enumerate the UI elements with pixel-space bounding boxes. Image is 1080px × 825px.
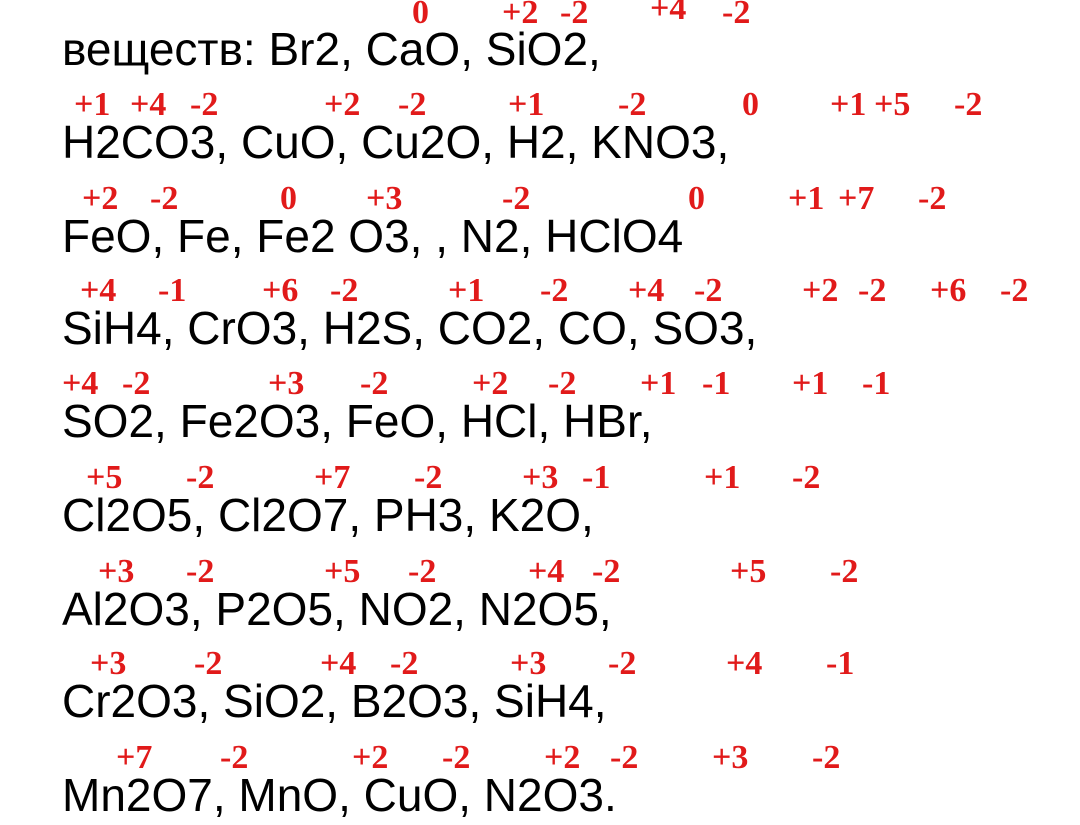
oxidation-annotation-42: -2 — [548, 365, 576, 403]
oxidation-annotation-25: +4 — [80, 272, 116, 310]
page-root: веществ: Br2, CaO, SiO2,H2CO3, CuO, Cu2O… — [0, 0, 1080, 825]
oxidation-annotation-51: +3 — [522, 459, 558, 497]
oxidation-annotation-46: -1 — [862, 365, 890, 403]
oxidation-annotation-26: -1 — [158, 272, 186, 310]
oxidation-annotation-40: -2 — [360, 365, 388, 403]
oxidation-annotation-13: +1 — [830, 86, 866, 124]
oxidation-annotation-9: -2 — [398, 86, 426, 124]
oxidation-annotation-31: +4 — [628, 272, 664, 310]
oxidation-annotation-38: -2 — [122, 365, 150, 403]
oxidation-annotation-16: +2 — [82, 180, 118, 218]
oxidation-annotation-14: +5 — [874, 86, 910, 124]
oxidation-annotation-75: +2 — [544, 739, 580, 777]
oxidation-annotation-20: -2 — [502, 180, 530, 218]
oxidation-annotation-63: +3 — [90, 645, 126, 683]
oxidation-annotation-47: +5 — [86, 459, 122, 497]
oxidation-annotation-17: -2 — [150, 180, 178, 218]
oxidation-annotation-78: -2 — [812, 739, 840, 777]
oxidation-annotation-7: -2 — [190, 86, 218, 124]
oxidation-annotation-60: -2 — [592, 553, 620, 591]
oxidation-annotation-74: -2 — [442, 739, 470, 777]
oxidation-annotation-32: -2 — [694, 272, 722, 310]
oxidation-annotation-35: +6 — [930, 272, 966, 310]
oxidation-annotation-28: -2 — [330, 272, 358, 310]
oxidation-annotation-29: +1 — [448, 272, 484, 310]
oxidation-annotation-68: -2 — [608, 645, 636, 683]
oxidation-annotation-4: -2 — [722, 0, 750, 32]
oxidation-annotation-3: +4 — [650, 0, 686, 28]
oxidation-annotation-52: -1 — [582, 459, 610, 497]
oxidation-annotation-0: 0 — [412, 0, 429, 32]
oxidation-annotation-65: +4 — [320, 645, 356, 683]
oxidation-annotation-18: 0 — [280, 180, 297, 218]
oxidation-annotation-41: +2 — [472, 365, 508, 403]
oxidation-annotation-72: -2 — [220, 739, 248, 777]
oxidation-annotation-27: +6 — [262, 272, 298, 310]
oxidation-annotation-37: +4 — [62, 365, 98, 403]
oxidation-annotation-5: +1 — [74, 86, 110, 124]
oxidation-annotation-36: -2 — [1000, 272, 1028, 310]
oxidation-annotation-6: +4 — [130, 86, 166, 124]
oxidation-annotation-23: +7 — [838, 180, 874, 218]
oxidation-annotation-69: +4 — [726, 645, 762, 683]
oxidation-annotation-22: +1 — [788, 180, 824, 218]
oxidation-annotation-44: -1 — [702, 365, 730, 403]
oxidation-annotation-19: +3 — [366, 180, 402, 218]
oxidation-annotation-54: -2 — [792, 459, 820, 497]
oxidation-annotation-43: +1 — [640, 365, 676, 403]
oxidation-annotation-8: +2 — [324, 86, 360, 124]
oxidation-annotation-59: +4 — [528, 553, 564, 591]
oxidation-annotation-56: -2 — [186, 553, 214, 591]
oxidation-annotation-57: +5 — [324, 553, 360, 591]
oxidation-annotation-64: -2 — [194, 645, 222, 683]
oxidation-annotation-58: -2 — [408, 553, 436, 591]
oxidation-annotation-70: -1 — [826, 645, 854, 683]
oxidation-annotation-77: +3 — [712, 739, 748, 777]
oxidation-annotation-30: -2 — [540, 272, 568, 310]
oxidation-annotation-67: +3 — [510, 645, 546, 683]
oxidation-annotation-15: -2 — [954, 86, 982, 124]
oxidation-annotation-48: -2 — [186, 459, 214, 497]
oxidation-annotation-2: -2 — [560, 0, 588, 32]
oxidation-annotation-34: -2 — [858, 272, 886, 310]
oxidation-annotation-33: +2 — [802, 272, 838, 310]
oxidation-annotation-24: -2 — [918, 180, 946, 218]
oxidation-annotation-53: +1 — [704, 459, 740, 497]
oxidation-annotation-39: +3 — [268, 365, 304, 403]
oxidation-annotation-73: +2 — [352, 739, 388, 777]
oxidation-annotation-45: +1 — [792, 365, 828, 403]
oxidation-annotation-66: -2 — [390, 645, 418, 683]
oxidation-annotation-76: -2 — [610, 739, 638, 777]
oxidation-annotation-50: -2 — [414, 459, 442, 497]
oxidation-annotation-49: +7 — [314, 459, 350, 497]
oxidation-annotation-71: +7 — [116, 739, 152, 777]
oxidation-annotation-21: 0 — [688, 180, 705, 218]
oxidation-annotation-62: -2 — [830, 553, 858, 591]
oxidation-annotation-11: -2 — [618, 86, 646, 124]
oxidation-annotation-1: +2 — [502, 0, 538, 32]
oxidation-annotation-55: +3 — [98, 553, 134, 591]
oxidation-annotation-61: +5 — [730, 553, 766, 591]
oxidation-annotation-10: +1 — [508, 86, 544, 124]
oxidation-annotation-12: 0 — [742, 86, 759, 124]
